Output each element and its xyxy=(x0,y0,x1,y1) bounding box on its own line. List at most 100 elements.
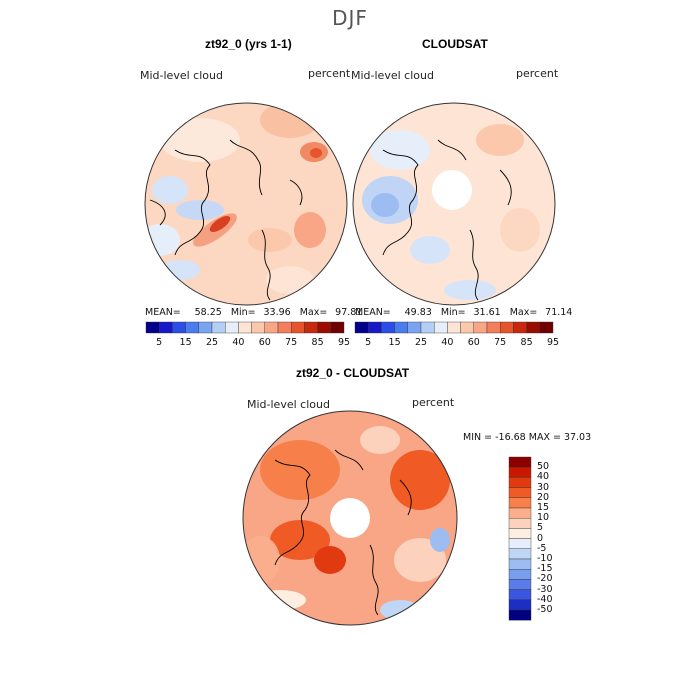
colorbar-tick-label: 40 xyxy=(441,337,454,348)
map-model-border xyxy=(144,102,348,306)
colorbar-tick-label: 95 xyxy=(546,337,560,348)
colorbar-swatch xyxy=(473,321,488,334)
colorbar-tick-label: 25 xyxy=(414,337,428,348)
colorbar-tick-label: -50 xyxy=(537,604,553,615)
colorbar-swatch xyxy=(198,321,213,334)
colorbar-swatch xyxy=(508,548,532,560)
colorbar-diff xyxy=(508,456,532,621)
colorbar-swatch xyxy=(420,321,435,334)
colorbar-swatch xyxy=(172,321,186,334)
colorbar-tick-label: 30 xyxy=(537,481,550,493)
colorbar-swatch xyxy=(185,321,200,334)
colorbar-swatch xyxy=(508,569,532,580)
panel3-units-label: percent xyxy=(412,396,455,409)
colorbar-tick-label: 15 xyxy=(179,337,192,348)
colorbar-tick-label: 40 xyxy=(232,337,245,348)
colorbar-swatch xyxy=(224,321,239,334)
colorbar-swatch xyxy=(264,321,279,334)
colorbar-swatch xyxy=(508,538,532,549)
colorbar-swatch xyxy=(539,321,554,334)
colorbar-swatch xyxy=(277,321,292,334)
colorbar-tick-label: 60 xyxy=(258,337,271,348)
colorbar-tick-label: 85 xyxy=(520,337,533,348)
colorbar-swatch xyxy=(500,321,514,334)
panel2-mean-label: MEAN= xyxy=(355,307,391,318)
colorbar-tick-label: -30 xyxy=(537,583,553,595)
panel1-units-label: percent xyxy=(308,67,351,80)
colorbar-swatch xyxy=(460,321,475,334)
colorbar-tick-label: 5 xyxy=(365,337,372,348)
colorbar-swatch xyxy=(508,528,532,539)
colorbar-tick-label: 0 xyxy=(537,532,544,544)
panel1-stats: MEAN= 58.25 Min= 33.96 Max= 97.81 xyxy=(145,307,362,318)
colorbar-swatch xyxy=(407,321,422,334)
panel1-min-value: 33.96 xyxy=(263,307,291,318)
map-cloudsat-border xyxy=(352,102,556,306)
map-model-coastlines xyxy=(149,139,303,301)
map-model xyxy=(145,103,347,305)
colorbar-swatch xyxy=(381,321,395,334)
map-difference-border xyxy=(242,410,458,626)
colorbar-swatch xyxy=(238,321,252,334)
colorbar-tick-label: -15 xyxy=(537,563,553,575)
colorbar-swatch xyxy=(508,609,532,621)
colorbar-swatch xyxy=(513,321,527,334)
colorbar-tick-label: 75 xyxy=(494,337,507,348)
colorbar-tick-label: 60 xyxy=(467,337,480,348)
panel2-max-label: Max= xyxy=(509,307,538,318)
panel3-title: zt92_0 - CLOUDSAT xyxy=(296,366,410,380)
panel2-max-value: 71.14 xyxy=(545,307,573,318)
colorbar-swatch xyxy=(330,321,345,334)
panel1-variable-label: Mid-level cloud xyxy=(140,69,223,82)
colorbar-swatch xyxy=(526,321,540,334)
colorbar-tick-label: 95 xyxy=(337,337,351,348)
colorbar-tick-label: 5 xyxy=(537,522,544,534)
map-cloudsat-coastlines xyxy=(382,139,512,301)
colorbar-tick-label: 85 xyxy=(311,337,324,348)
colorbar-tick-label: 10 xyxy=(537,512,550,524)
colorbar-swatch xyxy=(508,467,532,478)
colorbar-swatch xyxy=(304,321,318,334)
season-title: DJF xyxy=(332,6,368,30)
colorbar-swatch xyxy=(508,487,532,499)
colorbar-tick-label: -5 xyxy=(537,542,547,554)
colorbar-swatch xyxy=(508,589,532,600)
colorbar-swatch xyxy=(211,321,226,334)
colorbar-swatch xyxy=(354,321,369,334)
panel1-mean-label: MEAN= xyxy=(145,307,181,318)
colorbar-swatch xyxy=(317,321,332,334)
panel2-variable-label: Mid-level cloud xyxy=(351,69,434,82)
panel1-mean-value: 58.25 xyxy=(194,307,222,318)
colorbar-tick-label: 75 xyxy=(285,337,298,348)
colorbar-abs-left xyxy=(145,321,345,334)
colorbar-tick-label: 15 xyxy=(537,502,550,513)
colorbar-swatch xyxy=(508,518,532,529)
colorbar-abs-right xyxy=(354,321,554,334)
colorbar-swatch xyxy=(251,321,266,334)
map-cloudsat xyxy=(353,103,555,305)
panel3-minmax: MIN = -16.68 MAX = 37.03 xyxy=(463,432,592,443)
colorbar-tick-label: 50 xyxy=(537,461,550,473)
colorbar-swatch xyxy=(508,507,532,519)
panel2-units-label: percent xyxy=(516,67,559,80)
colorbar-swatch xyxy=(368,321,382,334)
panel1-title: zt92_0 (yrs 1-1) xyxy=(205,37,292,51)
map-difference-coastlines xyxy=(274,449,412,616)
panel2-stats: MEAN= 49.83 Min= 31.61 Max= 71.14 xyxy=(355,307,572,318)
colorbar-tick-label: 20 xyxy=(537,491,550,503)
panel2-min-value: 31.61 xyxy=(473,307,501,318)
panel1-max-label: Max= xyxy=(299,307,328,318)
map-difference xyxy=(243,411,457,625)
colorbar-swatch xyxy=(394,321,409,334)
colorbar-swatch xyxy=(508,456,532,468)
colorbar-swatch xyxy=(508,579,532,590)
panel2-min-label: Min= xyxy=(440,307,466,318)
colorbar-tick-label: 5 xyxy=(156,337,163,348)
colorbar-tick-label: 25 xyxy=(205,337,219,348)
colorbar-tick-label: 15 xyxy=(388,337,401,348)
colorbar-swatch xyxy=(447,321,461,334)
panel2-title: CLOUDSAT xyxy=(422,37,488,51)
panel1-min-label: Min= xyxy=(230,307,256,318)
colorbar-swatch xyxy=(434,321,448,334)
